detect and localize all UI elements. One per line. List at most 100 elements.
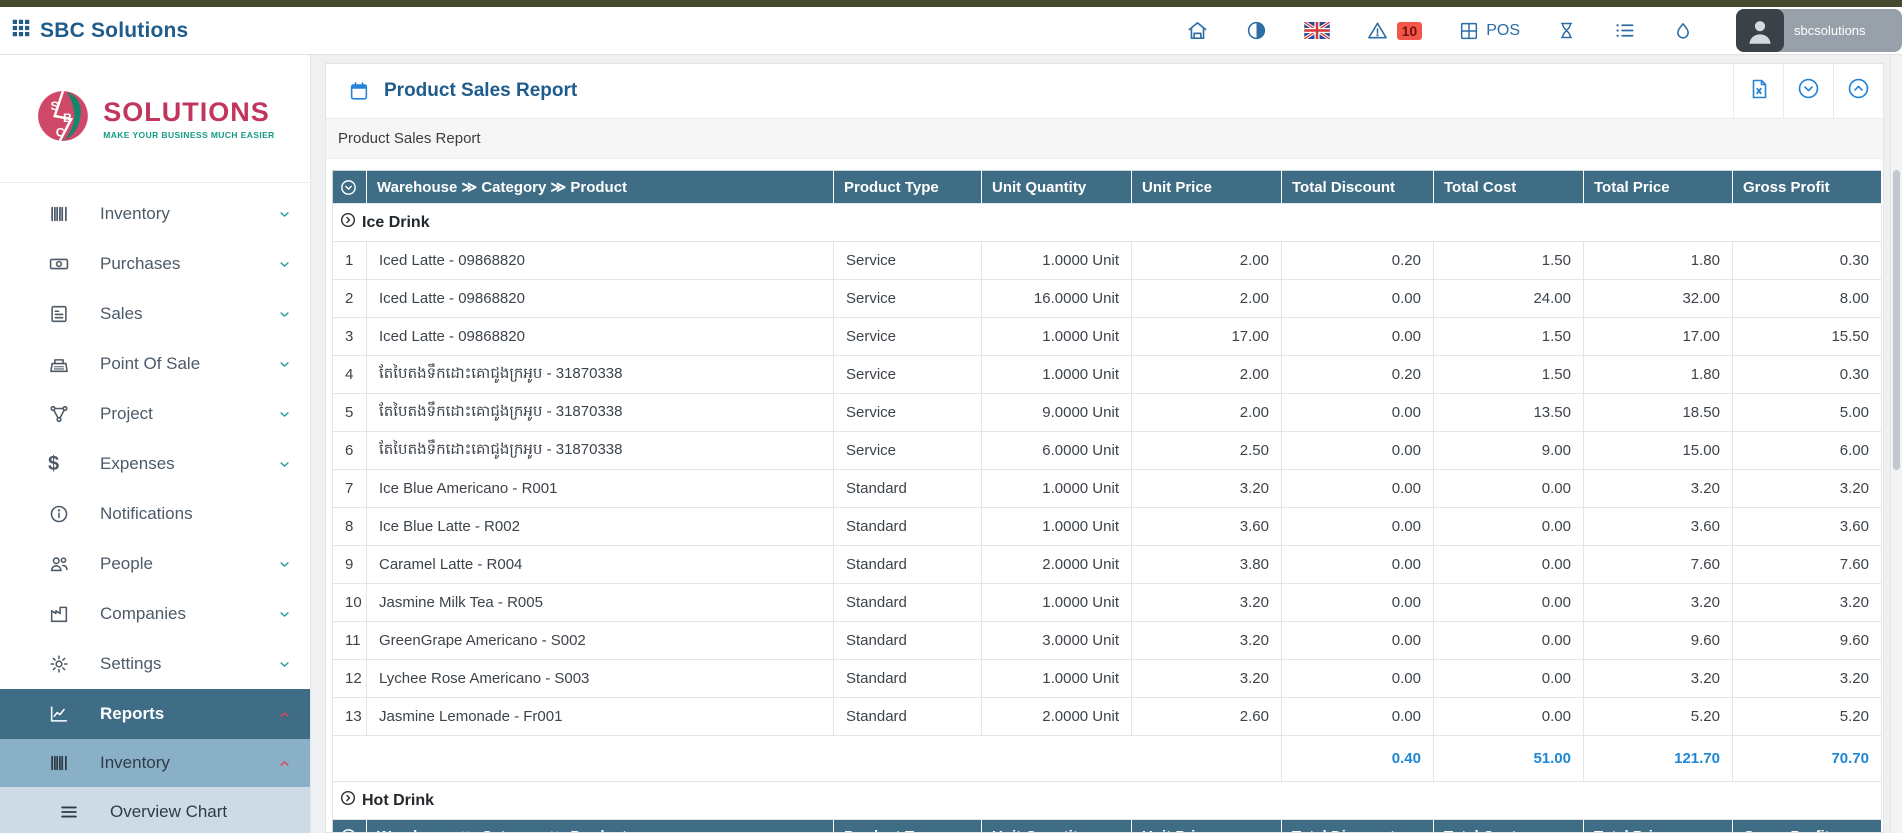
sidebar-item-inventory[interactable]: Inventory — [0, 189, 310, 239]
app-brand[interactable]: SBC Solutions — [10, 17, 188, 45]
sidebar-item-overview-chart[interactable]: Overview Chart — [0, 787, 310, 833]
circle-chevron-up-icon — [1846, 76, 1871, 106]
excel-export-button[interactable] — [1733, 64, 1783, 118]
sidebar-item-point-of-sale[interactable]: Point Of Sale — [0, 339, 310, 389]
col-unit-price: Unit Price — [1131, 819, 1282, 832]
unit-price: 2.50 — [1131, 431, 1282, 470]
table-row: 3 Iced Latte - 09868820 Service 1.0000 U… — [332, 317, 1882, 356]
pos-grid-icon — [1458, 20, 1480, 42]
sidebar-item-label: Reports — [100, 704, 165, 723]
chevron-down-icon — [277, 657, 292, 672]
sidebar-item-inventory[interactable]: Inventory — [0, 739, 310, 787]
total-price: 9.60 — [1583, 621, 1733, 660]
total-cost: 0.00 — [1433, 507, 1584, 546]
gross-profit: 3.20 — [1732, 659, 1882, 698]
gross-profit: 7.60 — [1732, 545, 1882, 584]
user-menu[interactable]: sbcsolutions — [1736, 9, 1902, 52]
total-price: 18.50 — [1583, 393, 1733, 432]
gross-profit: 5.20 — [1732, 697, 1882, 736]
col-gross-profit: Gross Profit — [1732, 170, 1882, 204]
sidebar-item-sales[interactable]: Sales — [0, 289, 310, 339]
chevron-down-icon — [277, 307, 292, 322]
logo-emblem-icon: S B C — [35, 87, 93, 150]
total-price: 1.80 — [1583, 241, 1733, 280]
col-product-type: Product Type — [833, 170, 982, 204]
unit-quantity: 1.0000 Unit — [981, 659, 1132, 698]
task-list-button[interactable] — [1613, 19, 1636, 42]
total-price: 3.20 — [1583, 583, 1733, 622]
header-collapse-toggle[interactable] — [332, 819, 367, 832]
total-cost: 0.00 — [1433, 545, 1584, 584]
sidebar-item-reports[interactable]: Reports — [0, 689, 310, 739]
brand-title: SBC Solutions — [40, 18, 189, 42]
circle-chevron-down-icon — [339, 827, 360, 832]
product-name: Ice Blue Americano - R001 — [366, 469, 834, 508]
sidebar-item-settings[interactable]: Settings — [0, 639, 310, 689]
row-number: 11 — [332, 621, 367, 660]
header-collapse-toggle[interactable] — [332, 170, 367, 204]
scrollbar-thumb[interactable] — [1893, 170, 1900, 470]
totals-discount: 0.40 — [1281, 735, 1434, 782]
row-number: 5 — [332, 393, 367, 432]
circle-chevron-down-icon — [1796, 76, 1821, 106]
col-total-cost: Total Cost — [1433, 170, 1584, 204]
alerts-warning-icon — [1366, 19, 1389, 42]
product-name: Iced Latte - 09868820 — [366, 241, 834, 280]
total-cost: 1.50 — [1433, 241, 1584, 280]
network-icon — [48, 403, 74, 425]
info-icon — [48, 503, 74, 525]
sidebar-item-people[interactable]: People — [0, 539, 310, 589]
barcode-icon — [48, 203, 74, 225]
unit-quantity: 1.0000 Unit — [981, 469, 1132, 508]
total-cost: 13.50 — [1433, 393, 1584, 432]
main-content: Product Sales Report Product Sales Repor… — [311, 55, 1902, 833]
page-title: Product Sales Report — [384, 80, 578, 101]
row-number: 4 — [332, 355, 367, 394]
gross-profit: 5.00 — [1732, 393, 1882, 432]
unit-quantity: 1.0000 Unit — [981, 355, 1132, 394]
user-avatar — [1736, 9, 1784, 52]
product-type: Service — [833, 317, 982, 356]
sidebar-item-project[interactable]: Project — [0, 389, 310, 439]
pos-button[interactable]: POS — [1458, 20, 1520, 42]
sidebar-item-notifications[interactable]: Notifications — [0, 489, 310, 539]
company-logo[interactable]: S B C SOLUTIONS MAKE YOUR BUSINESS MUCH … — [0, 55, 310, 183]
circle-chevron-right-icon — [339, 211, 357, 234]
pending-tasks-button[interactable] — [1556, 19, 1577, 42]
group-name: Hot Drink — [362, 791, 434, 809]
unit-quantity: 1.0000 Unit — [981, 583, 1132, 622]
sidebar-item-label: People — [100, 554, 153, 573]
total-discount: 0.00 — [1281, 583, 1434, 622]
total-cost: 0.00 — [1433, 469, 1584, 508]
total-discount: 0.00 — [1281, 469, 1434, 508]
group-row-hot-drink[interactable]: Hot Drink — [332, 781, 1882, 820]
unit-quantity: 2.0000 Unit — [981, 697, 1132, 736]
product-name: Jasmine Lemonade - Fr001 — [366, 697, 834, 736]
sidebar-item-expenses[interactable]: $ Expenses — [0, 439, 310, 489]
home-button[interactable] — [1186, 19, 1209, 42]
product-name: Caramel Latte - R004 — [366, 545, 834, 584]
home-icon — [1186, 19, 1209, 42]
totals-gross-profit: 70.70 — [1732, 735, 1882, 782]
language-button[interactable] — [1303, 22, 1330, 39]
row-number: 10 — [332, 583, 367, 622]
product-name: Ice Blue Latte - R002 — [366, 507, 834, 546]
table-row: 5 តែបៃតងទឹកដោះគោជូងក្រអូប - 31870338 Ser… — [332, 393, 1882, 432]
product-type: Standard — [833, 621, 982, 660]
row-number: 9 — [332, 545, 367, 584]
unit-price: 3.20 — [1131, 659, 1282, 698]
page-scrollbar[interactable] — [1890, 55, 1902, 833]
report-table-wrap: Warehouse ≫ Category ≫ Product Product Ty… — [326, 159, 1883, 832]
expand-all-button[interactable] — [1833, 64, 1883, 118]
chevron-down-icon — [277, 257, 292, 272]
circle-chevron-right-icon — [339, 789, 357, 812]
theme-toggle-button[interactable] — [1245, 19, 1268, 42]
table-row: 4 តែបៃតងទឹកដោះគោជូងក្រអូប - 31870338 Ser… — [332, 355, 1882, 394]
alerts-button[interactable]: 10 — [1366, 19, 1423, 42]
clear-cache-button[interactable] — [1672, 20, 1694, 42]
sidebar-item-companies[interactable]: Companies — [0, 589, 310, 639]
group-row-ice-drink[interactable]: Ice Drink — [332, 203, 1882, 242]
chevron-down-icon — [277, 607, 292, 622]
sidebar-item-purchases[interactable]: Purchases — [0, 239, 310, 289]
collapse-all-button[interactable] — [1783, 64, 1833, 118]
